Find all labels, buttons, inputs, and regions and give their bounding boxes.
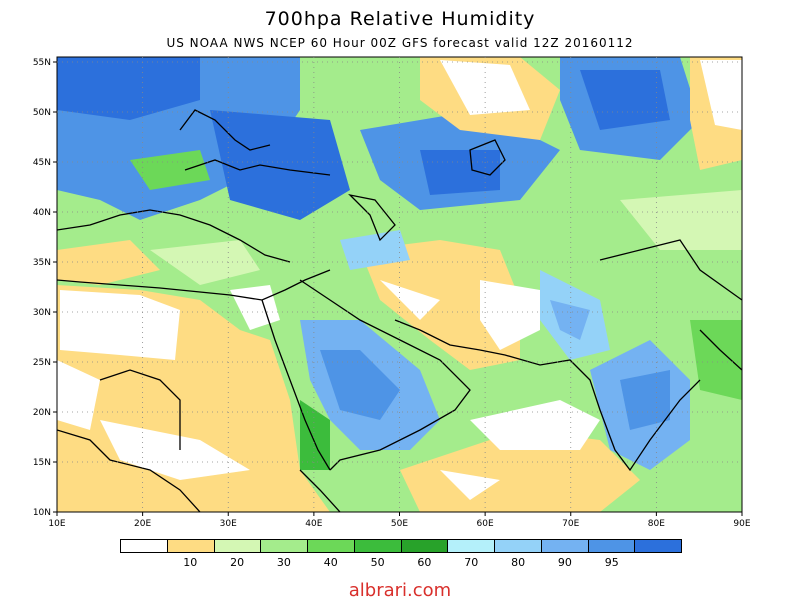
colorbar-swatch <box>541 540 589 552</box>
lat-label: 40N <box>33 208 51 218</box>
lon-label: 50E <box>391 519 408 529</box>
lat-label: 10N <box>33 508 51 518</box>
lon-label: 80E <box>648 519 665 529</box>
lat-label: 15N <box>33 458 51 468</box>
lat-label: 25N <box>33 358 51 368</box>
colorbar-swatch <box>308 540 355 552</box>
page-subtitle: US NOAA NWS NCEP 60 Hour 00Z GFS forecas… <box>166 36 634 50</box>
colorbar-swatch <box>354 540 402 552</box>
lat-label: 50N <box>33 108 51 118</box>
colorbar-label: 80 <box>511 556 526 569</box>
lon-label: 60E <box>477 519 494 529</box>
lat-label: 30N <box>33 308 51 318</box>
page-title: 700hpa Relative Humidity <box>264 8 536 30</box>
lon-label: 90E <box>733 519 750 529</box>
colorbar-swatch <box>495 540 542 552</box>
colorbar-swatch <box>261 540 308 552</box>
colorbar-swatch <box>588 540 636 552</box>
colorbar-swatch <box>121 540 168 552</box>
colorbar-swatch <box>401 540 449 552</box>
axis-ticks <box>53 61 743 516</box>
colorbar-labels: 10 20 30 40 50 60 70 80 90 95 <box>120 556 682 570</box>
colorbar-label: 50 <box>370 556 385 569</box>
lat-label: 45N <box>33 158 51 168</box>
lon-label: 20E <box>134 519 151 529</box>
lon-label: 30E <box>220 519 237 529</box>
colorbar <box>120 539 682 553</box>
colorbar-swatch <box>448 540 495 552</box>
lat-lon-grid <box>57 57 742 512</box>
coastlines <box>57 109 742 512</box>
colorbar-label: 90 <box>557 556 572 569</box>
humidity-field <box>57 57 742 512</box>
lat-label: 55N <box>33 58 51 68</box>
colorbar-label: 60 <box>417 556 432 569</box>
colorbar-label: 40 <box>323 556 338 569</box>
lat-label: 20N <box>33 408 51 418</box>
latitude-labels: 55N 50N 45N 40N 35N 30N 25N 20N 15N 10N <box>33 58 51 518</box>
colorbar-label: 20 <box>230 556 245 569</box>
colorbar-swatch <box>167 540 215 552</box>
lon-label: 40E <box>305 519 322 529</box>
lat-label: 35N <box>33 258 51 268</box>
colorbar-swatch <box>635 540 681 552</box>
colorbar-label: 95 <box>604 556 619 569</box>
colorbar-label: 30 <box>276 556 291 569</box>
colorbar-label: 10 <box>183 556 198 569</box>
longitude-labels: 10E 20E 30E 40E 50E 60E 70E 80E 90E <box>48 519 750 529</box>
lon-label: 70E <box>562 519 579 529</box>
watermark: albrari.com <box>348 580 452 601</box>
colorbar-label: 70 <box>464 556 479 569</box>
lon-label: 10E <box>48 519 65 529</box>
colorbar-swatch <box>214 540 262 552</box>
